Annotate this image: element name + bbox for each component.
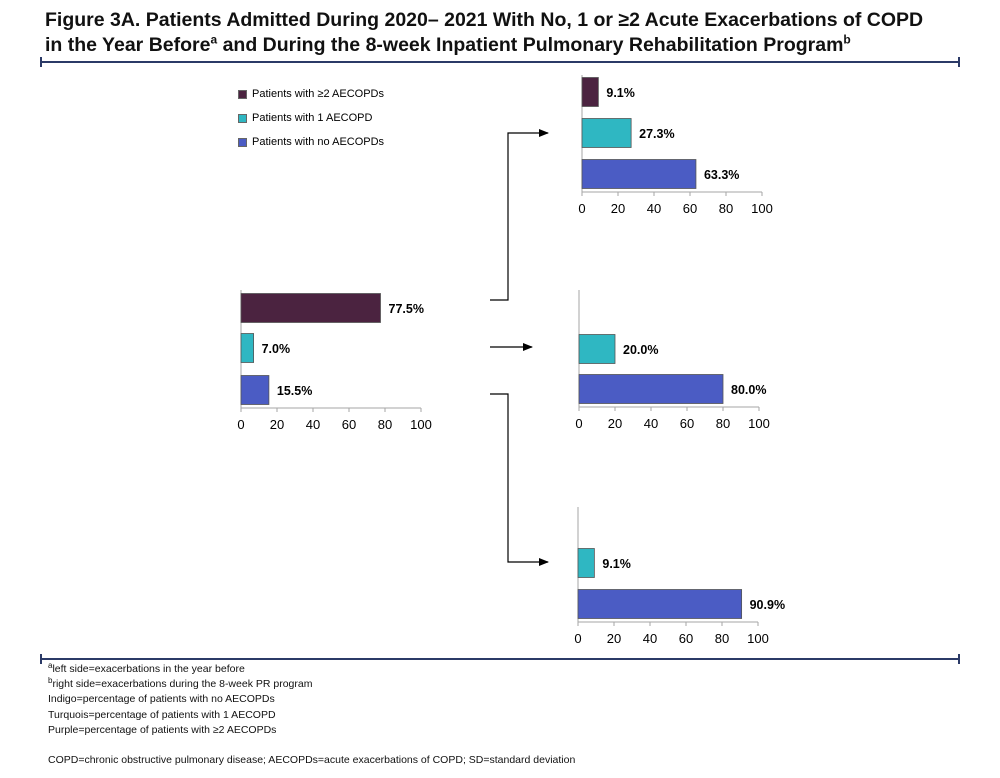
top-divider <box>40 57 960 67</box>
chart-during-from-1: 0 20 40 60 80 100 20.0% 80.0% <box>575 290 770 431</box>
x-tick-label: 60 <box>680 416 694 431</box>
data-label: 9.1% <box>602 557 631 571</box>
bar <box>578 374 724 404</box>
x-tick-label: 0 <box>578 201 585 216</box>
legend-label-2plus: Patients with ≥2 AECOPDs <box>252 88 384 100</box>
chart-during-from-2plus: 0 20 40 60 80 100 9.1% 27.3% 63.3% <box>578 75 773 216</box>
x-tick-label: 20 <box>611 201 625 216</box>
x-tick-label: 80 <box>719 201 733 216</box>
legend-item-1: Patients with 1 AECOPD <box>238 106 384 130</box>
x-tick-label: 80 <box>715 631 729 646</box>
data-label: 27.3% <box>639 127 674 141</box>
x-tick-label: 100 <box>751 201 773 216</box>
x-tick-label: 0 <box>575 416 582 431</box>
charts-group: 0 20 40 60 80 100 77.5% 7.0% 15.5% 0 20 40 60 80 100 9.… <box>237 75 785 646</box>
x-tick-label: 20 <box>607 631 621 646</box>
x-tick-label: 40 <box>306 417 320 432</box>
legend-swatch-indigo <box>238 137 247 147</box>
bar <box>581 118 632 148</box>
legend-swatch-turquoise <box>238 113 247 123</box>
x-tick-label: 60 <box>683 201 697 216</box>
legend-label-1: Patients with 1 AECOPD <box>252 112 373 124</box>
title-superscript-a: a <box>210 32 218 47</box>
x-tick-label: 20 <box>270 417 284 432</box>
chart-during-from-none: 0 20 40 60 80 100 9.1% 90.9% <box>574 507 785 646</box>
bar <box>240 293 381 323</box>
x-tick-label: 80 <box>716 416 730 431</box>
x-tick-label: 40 <box>644 416 658 431</box>
title-line-2-part-1: in the Year Before <box>45 34 211 56</box>
bar <box>581 159 697 189</box>
title-superscript-b: b <box>843 32 851 47</box>
bar <box>577 589 743 619</box>
footnote-b: bright side=exacerbations during the 8-w… <box>48 677 575 692</box>
title-line-2-part-2: and During the 8-week Inpatient Pulmonar… <box>217 34 844 56</box>
data-label: 63.3% <box>704 168 739 182</box>
data-label: 20.0% <box>623 343 658 357</box>
footnote-b-text: right side=exacerbations during the 8-we… <box>52 678 313 691</box>
arrow-to-bottom-chart <box>490 393 549 566</box>
title-line-2: in the Year Beforea and During the 8-wee… <box>45 33 985 58</box>
bottom-divider <box>40 654 960 664</box>
x-tick-label: 40 <box>643 631 657 646</box>
bar <box>240 375 270 405</box>
legend-item-none: Patients with no AECOPDs <box>238 130 384 154</box>
footnote-a-marker: a <box>48 661 53 670</box>
flow-connectors <box>490 129 549 566</box>
x-tick-label: 100 <box>747 631 769 646</box>
footnote-b-marker: b <box>48 676 53 686</box>
footnotes: aleft side=exacerbations in the year bef… <box>48 662 575 768</box>
x-tick-label: 20 <box>608 416 622 431</box>
data-label: 9.1% <box>606 86 635 100</box>
footnote-indigo: Indigo=percentage of patients with no AE… <box>48 693 275 706</box>
footnote-a: aleft side=exacerbations in the year bef… <box>48 662 575 677</box>
data-label: 77.5% <box>389 302 424 316</box>
legend-swatch-purple <box>238 89 247 99</box>
data-label: 7.0% <box>262 342 291 356</box>
data-label: 90.9% <box>750 598 785 612</box>
legend-item-2plus: Patients with ≥2 AECOPDs <box>238 82 384 106</box>
title-line-1: Figure 3A. Patients Admitted During 2020… <box>45 9 924 31</box>
x-tick-label: 60 <box>679 631 693 646</box>
legend-label-none: Patients with no AECOPDs <box>252 136 385 148</box>
x-tick-label: 100 <box>410 417 432 432</box>
bar <box>578 334 616 364</box>
bar <box>240 333 255 363</box>
figure-title: Figure 3A. Patients Admitted During 2020… <box>45 8 985 58</box>
bar <box>581 77 599 107</box>
footnote-a-text: left side=exacerbations in the year befo… <box>52 663 245 675</box>
x-tick-label: 100 <box>748 416 770 431</box>
footnote-abbreviations: COPD=chronic obstructive pulmonary disea… <box>48 754 576 767</box>
x-tick-label: 0 <box>574 631 581 646</box>
arrow-to-top-chart <box>490 129 549 301</box>
x-tick-label: 40 <box>647 201 661 216</box>
bar <box>577 548 595 578</box>
x-tick-label: 80 <box>378 417 392 432</box>
data-label: 80.0% <box>731 383 766 397</box>
footnote-turquoise: Turquois=percentage of patients with 1 A… <box>48 708 276 721</box>
chart-before: 0 20 40 60 80 100 77.5% 7.0% 15.5% <box>237 290 432 432</box>
data-label: 15.5% <box>277 384 312 398</box>
footnote-purple: Purple=percentage of patients with ≥2 AE… <box>48 723 277 736</box>
x-tick-label: 0 <box>237 417 244 432</box>
x-tick-label: 60 <box>342 417 356 432</box>
legend: Patients with ≥2 AECOPDs Patients with 1… <box>238 82 384 154</box>
